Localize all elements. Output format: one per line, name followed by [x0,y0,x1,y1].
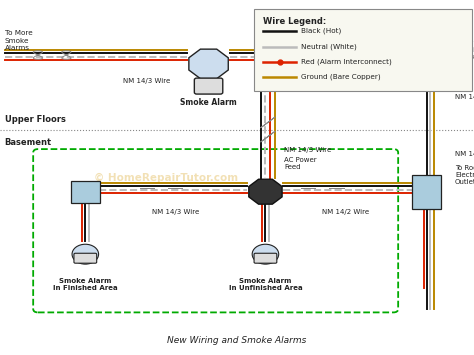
Polygon shape [249,179,282,204]
Text: Red (Alarm Interconnect): Red (Alarm Interconnect) [301,59,392,65]
Text: Neutral (White): Neutral (White) [301,43,357,50]
FancyBboxPatch shape [412,175,441,209]
Circle shape [252,244,279,264]
Text: Basement: Basement [5,138,52,147]
Text: NM 14/3 Wire: NM 14/3 Wire [284,147,332,153]
Polygon shape [189,49,228,79]
Text: NM 14/2 Wire: NM 14/2 Wire [455,151,474,157]
Text: Feed from
Circuit
Breaker: Feed from Circuit Breaker [455,40,474,60]
FancyBboxPatch shape [74,253,97,263]
Text: © HomeRepairTutor.com: © HomeRepairTutor.com [94,173,238,182]
Text: Black (Hot): Black (Hot) [301,28,341,34]
Text: New Wiring and Smoke Alarms: New Wiring and Smoke Alarms [167,336,307,345]
Text: Wire Legend:: Wire Legend: [263,17,326,26]
Text: NM 14/3 Wire: NM 14/3 Wire [152,209,199,215]
Text: Smoke Alarm
In Unfinished Area: Smoke Alarm In Unfinished Area [228,278,302,291]
Text: NM 14/2 Wire: NM 14/2 Wire [455,94,474,100]
Text: Upper Floors: Upper Floors [5,115,65,124]
Circle shape [72,244,99,264]
FancyBboxPatch shape [194,78,223,94]
Text: Smoke Alarm
In Finished Area: Smoke Alarm In Finished Area [53,278,118,291]
FancyBboxPatch shape [254,9,472,91]
Text: To More
Smoke
Alarms: To More Smoke Alarms [5,30,33,51]
Text: AC Power
Feed: AC Power Feed [284,157,317,170]
Text: Smoke Alarm: Smoke Alarm [180,98,237,106]
Text: NM 14/2 Wire: NM 14/2 Wire [322,209,370,215]
Text: NM 14/3 Wire: NM 14/3 Wire [123,78,171,84]
FancyBboxPatch shape [254,253,277,263]
FancyBboxPatch shape [71,181,100,202]
Text: Ground (Bare Copper): Ground (Bare Copper) [301,74,381,80]
Text: To Room
Electrical
Outlets: To Room Electrical Outlets [455,165,474,185]
